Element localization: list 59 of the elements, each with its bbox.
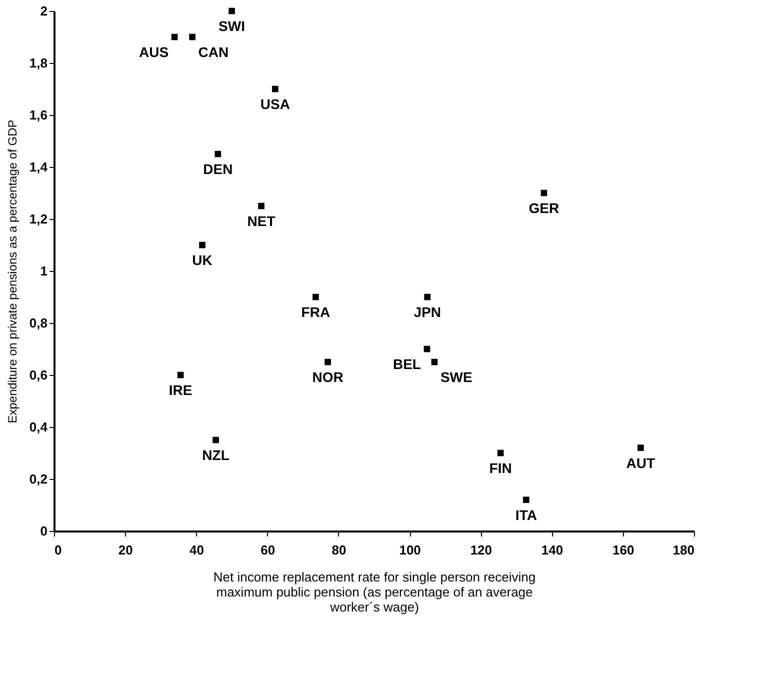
annotation: CAN xyxy=(198,44,229,60)
point xyxy=(523,496,530,503)
point xyxy=(212,436,219,444)
annotation: USA xyxy=(260,96,290,112)
point xyxy=(324,358,331,366)
annotation: NOR xyxy=(312,369,344,385)
point xyxy=(540,190,548,196)
y-tick-label: 1 xyxy=(40,264,48,278)
point xyxy=(272,86,278,92)
x-tick-label: 160 xyxy=(612,542,634,558)
annotation: BEL xyxy=(392,356,422,372)
annotation: ITA xyxy=(515,506,537,523)
y-tick-label: 1,4 xyxy=(29,160,48,174)
point xyxy=(214,150,222,158)
annotation: AUS xyxy=(138,44,169,60)
point xyxy=(638,444,644,451)
y-tick-label: 0,8 xyxy=(29,316,48,330)
annotation: JPN xyxy=(414,304,441,320)
annotation: IRE xyxy=(168,382,192,398)
annotation: SWE xyxy=(440,369,472,385)
annotation: FIN xyxy=(489,460,512,476)
x-tick-label: 100 xyxy=(399,542,421,558)
y-tick-label: 1,8 xyxy=(29,56,48,70)
x-tick-label: 60 xyxy=(260,542,276,558)
y-tick-label: 0,6 xyxy=(29,368,48,382)
point xyxy=(424,294,430,300)
annotation: NET xyxy=(247,213,276,229)
point xyxy=(177,372,184,378)
annotation: FRA xyxy=(301,304,330,320)
point xyxy=(199,242,206,248)
point xyxy=(497,450,504,456)
y-tick-label: 0,2 xyxy=(29,472,48,486)
point xyxy=(312,294,319,300)
y-tick-label: 1,6 xyxy=(29,108,48,122)
annotation: SWI xyxy=(218,18,246,34)
y-tick-label: 1,2 xyxy=(29,212,48,226)
annotation: UK xyxy=(192,252,212,268)
point xyxy=(431,358,438,366)
x-tick-label: 120 xyxy=(470,542,492,558)
x-axis-title: Net income replacement rate for single person receiving maximum public pension (as percentage of an average worker´s wage) xyxy=(213,570,536,614)
x-tick-label: 20 xyxy=(118,542,133,558)
x-tick-label: 40 xyxy=(189,542,204,558)
x-tick-label: 0 xyxy=(54,542,62,558)
point xyxy=(258,202,264,210)
x-tick-label: 80 xyxy=(332,542,346,558)
annotation: AUT xyxy=(626,454,656,471)
x-tick-label: 140 xyxy=(541,542,564,558)
y-tick-label: 0 xyxy=(40,524,48,538)
point xyxy=(171,34,178,40)
annotation: NZL xyxy=(202,447,230,463)
point xyxy=(189,34,196,40)
y-axis-title: Expenditure on private pensions as a percentage of GDP xyxy=(5,120,20,424)
point xyxy=(228,8,235,14)
y-tick-label: 2 xyxy=(40,4,48,18)
x-tick-label: 180 xyxy=(672,542,694,558)
point xyxy=(424,346,430,352)
annotation: DEN xyxy=(203,161,233,177)
annotation: GER xyxy=(528,200,560,216)
y-tick-label: 0,4 xyxy=(29,420,48,434)
